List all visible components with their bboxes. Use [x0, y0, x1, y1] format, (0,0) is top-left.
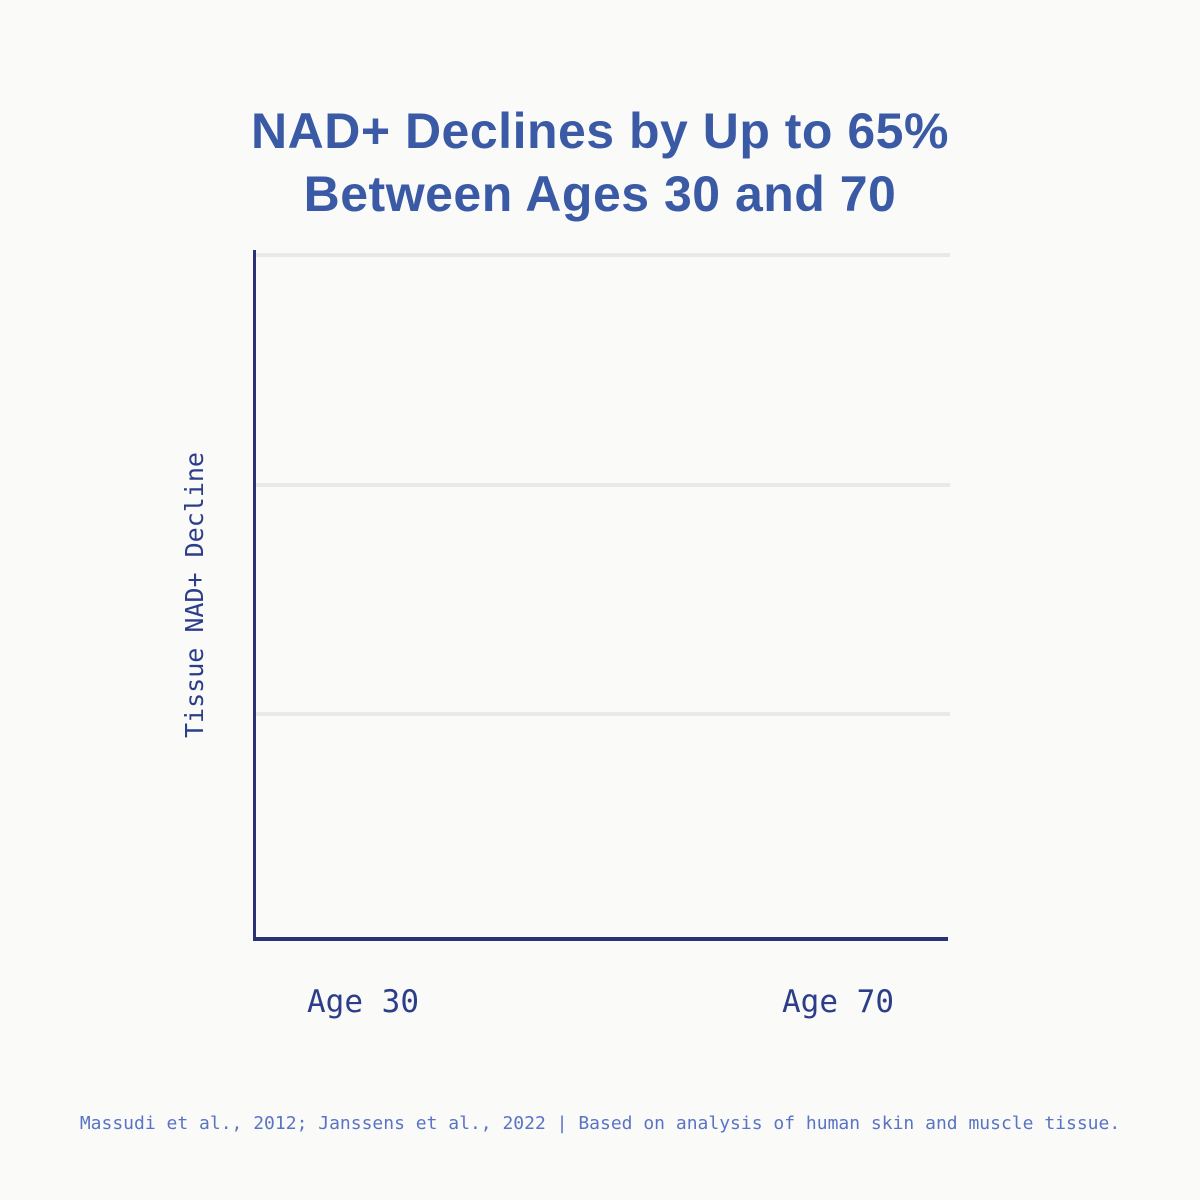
chart-title-line-2: Between Ages 30 and 70	[303, 166, 897, 222]
x-tick-age-30: Age 30	[307, 984, 419, 1020]
gridline	[256, 483, 950, 487]
y-axis-line	[253, 250, 256, 940]
y-axis-label: Tissue NAD+ Decline	[180, 452, 209, 738]
chart-title: NAD+ Declines by Up to 65% Between Ages …	[0, 100, 1200, 226]
gridline	[256, 253, 950, 257]
source-citation: Massudi et al., 2012; Janssens et al., 2…	[79, 1113, 1121, 1134]
chart-title-line-1: NAD+ Declines by Up to 65%	[251, 103, 949, 159]
x-tick-age-70: Age 70	[782, 984, 894, 1020]
x-axis-line	[253, 937, 948, 941]
gridline	[256, 712, 950, 716]
